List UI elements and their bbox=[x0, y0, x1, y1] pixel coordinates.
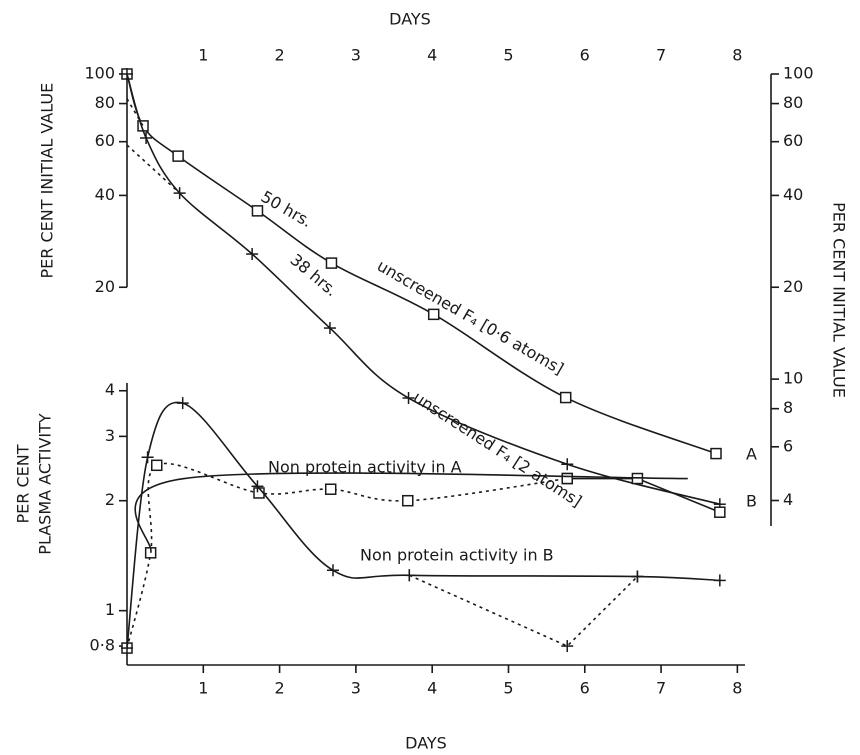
y-tick-label: 80 bbox=[95, 93, 115, 112]
y2-axis-title: PER CENT INITIAL VALUE bbox=[830, 202, 849, 398]
y2-tick-label: 40 bbox=[783, 185, 803, 204]
x-tick-label: 5 bbox=[503, 679, 513, 698]
series-line bbox=[567, 477, 721, 513]
plus-marker bbox=[251, 480, 264, 493]
x-tick-label: 2 bbox=[274, 679, 284, 698]
annotation: B bbox=[746, 492, 757, 511]
annotation: Non protein activity in B bbox=[360, 546, 554, 565]
x-tick-label: 7 bbox=[656, 679, 666, 698]
y-tick-label: 100 bbox=[84, 64, 115, 83]
y2-tick-label: 60 bbox=[783, 131, 803, 150]
y-tick-label: 2 bbox=[105, 490, 115, 509]
y2-tick-label: 4 bbox=[783, 490, 793, 509]
x-tick-label: 6 bbox=[580, 679, 590, 698]
square-marker bbox=[559, 391, 572, 404]
plus-marker bbox=[561, 640, 574, 653]
plus-marker bbox=[176, 397, 189, 410]
annotation: 50 hrs. bbox=[258, 187, 316, 231]
y-axis-title: PER CENT bbox=[14, 444, 33, 523]
y2-tick-label: 80 bbox=[783, 93, 803, 112]
square-marker bbox=[324, 483, 337, 495]
x-axis-title: DAYS bbox=[389, 10, 431, 29]
x-tick-label: 3 bbox=[351, 679, 361, 698]
y-tick-label: 20 bbox=[95, 277, 115, 296]
series-line bbox=[408, 574, 638, 648]
y-axis-title: PER CENT INITIAL VALUE bbox=[38, 83, 57, 279]
plus-marker bbox=[327, 564, 339, 577]
x-tick-label: 8 bbox=[732, 46, 742, 65]
x-tick-label: 1 bbox=[198, 679, 208, 698]
series-line bbox=[126, 144, 181, 194]
plus-marker bbox=[323, 322, 336, 335]
square-marker bbox=[427, 308, 440, 321]
x-tick-label: 6 bbox=[580, 46, 590, 65]
square-marker bbox=[561, 472, 573, 485]
y-tick-label: 4 bbox=[105, 380, 115, 399]
y-tick-label: 40 bbox=[95, 185, 115, 204]
series-line bbox=[134, 472, 688, 554]
square-marker bbox=[172, 150, 184, 162]
x-axis-title: DAYS bbox=[405, 734, 447, 753]
plus-marker bbox=[141, 451, 154, 464]
x-tick-label: 7 bbox=[656, 46, 666, 65]
x-tick-label: 2 bbox=[274, 46, 284, 65]
square-marker bbox=[402, 494, 414, 507]
series-line bbox=[126, 401, 720, 649]
square-marker bbox=[710, 447, 722, 460]
x-tick-label: 4 bbox=[427, 679, 437, 698]
plus-marker bbox=[121, 642, 133, 655]
series-line bbox=[126, 98, 144, 127]
x-tick-label: 4 bbox=[427, 46, 437, 65]
y2-tick-label: 20 bbox=[783, 277, 803, 296]
annotation: unscreened F₄ [0·6 atoms] bbox=[374, 256, 567, 378]
x-tick-label: 5 bbox=[503, 46, 513, 65]
square-marker bbox=[714, 506, 726, 518]
y2-tick-label: 6 bbox=[783, 436, 793, 455]
square-marker bbox=[325, 257, 338, 269]
annotation: Non protein activity in A bbox=[268, 458, 462, 477]
plus-marker bbox=[246, 248, 259, 261]
y-tick-label: 60 bbox=[95, 131, 115, 150]
annotation: unscreened F₄ [2 atoms] bbox=[410, 388, 585, 511]
plus-marker bbox=[121, 68, 133, 80]
y-tick-label: 1 bbox=[105, 600, 115, 619]
plus-marker bbox=[140, 131, 153, 144]
square-marker bbox=[251, 205, 264, 217]
y-tick-label: 0·8 bbox=[90, 636, 115, 655]
x-tick-label: 3 bbox=[351, 46, 361, 65]
plus-marker bbox=[403, 569, 416, 582]
y-axis-title: PLASMA ACTIVITY bbox=[36, 413, 55, 555]
y-tick-label: 3 bbox=[105, 426, 115, 445]
square-marker bbox=[151, 459, 163, 472]
plus-marker bbox=[631, 570, 644, 583]
plus-marker bbox=[402, 392, 415, 405]
annotation: A bbox=[746, 445, 757, 464]
y2-tick-label: 10 bbox=[783, 369, 803, 388]
x-tick-label: 8 bbox=[732, 679, 742, 698]
y2-tick-label: 100 bbox=[783, 64, 814, 83]
y2-tick-label: 8 bbox=[783, 398, 793, 417]
plus-marker bbox=[561, 458, 574, 471]
plus-marker bbox=[713, 574, 726, 587]
x-tick-label: 1 bbox=[198, 46, 208, 65]
